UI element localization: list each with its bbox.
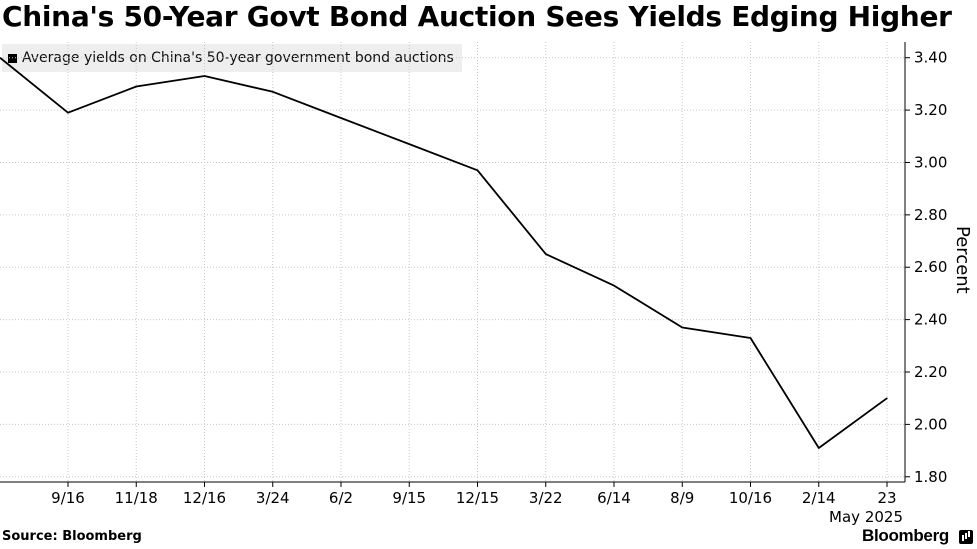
y-tick-label: 3.20 [914,101,947,119]
y-tick-label: 3.40 [914,49,947,67]
data-point [886,397,888,399]
x-tick-label: 12/16 [183,489,226,507]
data-point [408,143,410,145]
data-point [67,112,69,114]
y-tick-label: 1.80 [914,468,947,486]
x-tick-label: 3/22 [529,489,563,507]
x-tick-labels: 9/16 11/18 12/16 3/24 6/2 9/15 12/15 3/22 6/14 8/… [51,489,896,507]
y-tick-label: 2.80 [914,206,947,224]
data-point [272,91,274,93]
x-tick-label: 2/14 [802,489,836,507]
x-tick-label: 8/9 [670,489,694,507]
source-note: Source: Bloomberg [2,529,142,544]
y-tick-label: 2.00 [914,415,947,433]
y-tick-label: 2.20 [914,363,947,381]
y-tick-label: 2.40 [914,311,947,329]
data-point [681,326,683,329]
series [0,57,888,449]
data-point [749,337,752,339]
x-tick-label: 12/15 [456,489,499,507]
y-tick-labels: 1.80 2.00 2.20 2.40 2.60 2.80 3.00 3.20 3.40 [914,49,947,486]
data-point [340,117,342,119]
x-tick-label: 6/2 [329,489,353,507]
y-tick-label: 2.60 [914,258,947,276]
data-point [476,169,479,171]
y-tick-label: 3.00 [914,153,947,171]
data-point [203,75,206,77]
data-point [613,284,615,287]
axis [0,42,910,487]
x-tick-label: 11/18 [115,489,158,507]
x-tick-label: 10/16 [729,489,772,507]
x-axis-sublabel: May 2025 [829,508,903,526]
x-tick-label: 23 [877,489,896,507]
y-axis-label: Percent [952,226,973,294]
x-tick-label: 9/15 [392,489,426,507]
brand-logo: Bloomberg [861,526,949,545]
data-point [135,85,137,88]
series-line [0,57,888,449]
x-tick-label: 6/14 [597,489,631,507]
bloomberg-terminal-icon [959,530,973,544]
x-tick-label: 9/16 [51,489,85,507]
grid [0,42,905,482]
data-point [545,253,547,255]
x-tick-label: 3/24 [256,489,290,507]
chart-title: China's 50-Year Govt Bond Auction Sees Y… [2,0,952,33]
data-point [818,447,820,449]
